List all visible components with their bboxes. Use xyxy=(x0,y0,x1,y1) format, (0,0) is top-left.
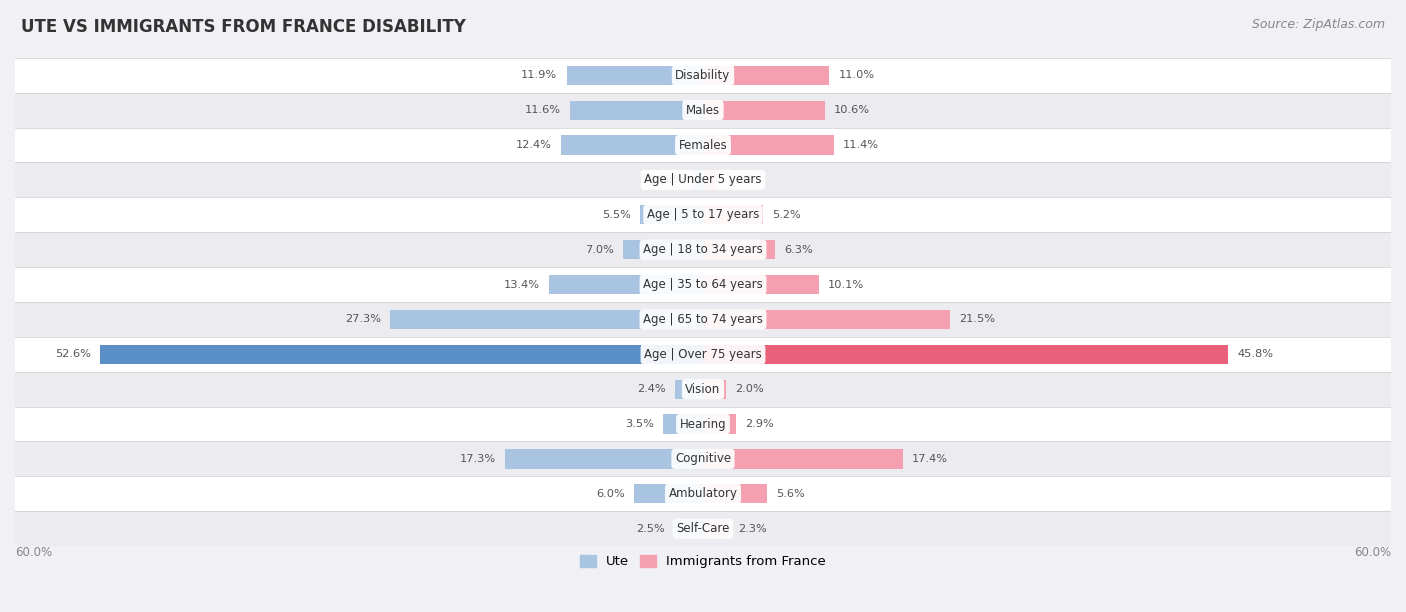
Bar xyxy=(15,337,1391,371)
Bar xyxy=(703,484,768,504)
Text: Self-Care: Self-Care xyxy=(676,522,730,535)
Bar xyxy=(550,275,703,294)
Bar xyxy=(15,406,1391,441)
Text: 2.5%: 2.5% xyxy=(637,524,665,534)
Bar xyxy=(389,310,703,329)
Text: 2.9%: 2.9% xyxy=(745,419,775,429)
Bar xyxy=(623,240,703,259)
Text: 60.0%: 60.0% xyxy=(1354,546,1391,559)
Text: 11.0%: 11.0% xyxy=(838,70,875,80)
Bar xyxy=(703,170,717,190)
Bar xyxy=(703,65,830,85)
Text: Age | Under 5 years: Age | Under 5 years xyxy=(644,173,762,187)
Text: 6.3%: 6.3% xyxy=(785,245,813,255)
Text: Age | 65 to 74 years: Age | 65 to 74 years xyxy=(643,313,763,326)
Text: Age | Over 75 years: Age | Over 75 years xyxy=(644,348,762,361)
Text: 3.5%: 3.5% xyxy=(624,419,654,429)
Text: 1.2%: 1.2% xyxy=(725,175,755,185)
Text: 5.6%: 5.6% xyxy=(776,489,806,499)
Text: 11.4%: 11.4% xyxy=(842,140,879,150)
Bar xyxy=(15,441,1391,476)
Text: 11.6%: 11.6% xyxy=(524,105,561,115)
Bar xyxy=(15,371,1391,406)
Bar xyxy=(693,170,703,190)
Bar xyxy=(100,345,703,364)
Text: Hearing: Hearing xyxy=(679,417,727,431)
Bar xyxy=(634,484,703,504)
Bar xyxy=(703,345,1229,364)
Text: UTE VS IMMIGRANTS FROM FRANCE DISABILITY: UTE VS IMMIGRANTS FROM FRANCE DISABILITY xyxy=(21,18,465,36)
Bar xyxy=(15,127,1391,162)
Text: 2.4%: 2.4% xyxy=(638,384,666,394)
Bar xyxy=(703,100,824,120)
Bar xyxy=(703,449,903,469)
Text: Cognitive: Cognitive xyxy=(675,452,731,466)
Text: 21.5%: 21.5% xyxy=(959,315,994,324)
Bar xyxy=(15,476,1391,511)
Text: 45.8%: 45.8% xyxy=(1237,349,1274,359)
Text: Vision: Vision xyxy=(685,382,721,396)
Bar xyxy=(703,519,730,539)
Text: Age | 35 to 64 years: Age | 35 to 64 years xyxy=(643,278,763,291)
Text: 11.9%: 11.9% xyxy=(522,70,557,80)
Bar xyxy=(675,519,703,539)
Bar xyxy=(561,135,703,155)
Bar xyxy=(662,414,703,434)
Text: 5.5%: 5.5% xyxy=(602,210,631,220)
Text: 10.6%: 10.6% xyxy=(834,105,870,115)
Bar xyxy=(15,511,1391,546)
Text: 6.0%: 6.0% xyxy=(596,489,626,499)
Text: 12.4%: 12.4% xyxy=(516,140,551,150)
Bar xyxy=(15,162,1391,197)
Text: 2.0%: 2.0% xyxy=(735,384,763,394)
Text: Males: Males xyxy=(686,103,720,117)
Text: 5.2%: 5.2% xyxy=(772,210,800,220)
Bar xyxy=(703,310,949,329)
Bar xyxy=(567,65,703,85)
Text: 17.4%: 17.4% xyxy=(911,454,948,464)
Bar xyxy=(703,379,725,399)
Text: Source: ZipAtlas.com: Source: ZipAtlas.com xyxy=(1251,18,1385,31)
Text: Age | 18 to 34 years: Age | 18 to 34 years xyxy=(643,243,763,256)
Text: 10.1%: 10.1% xyxy=(828,280,865,289)
Bar xyxy=(640,205,703,225)
Text: Age | 5 to 17 years: Age | 5 to 17 years xyxy=(647,208,759,222)
Text: 13.4%: 13.4% xyxy=(505,280,540,289)
Bar xyxy=(15,58,1391,92)
Bar xyxy=(703,414,737,434)
Text: 17.3%: 17.3% xyxy=(460,454,495,464)
Bar xyxy=(15,302,1391,337)
Text: Females: Females xyxy=(679,138,727,152)
Bar xyxy=(15,232,1391,267)
Bar xyxy=(703,135,834,155)
Legend: Ute, Immigrants from France: Ute, Immigrants from France xyxy=(575,550,831,573)
Bar xyxy=(703,240,775,259)
Bar xyxy=(569,100,703,120)
Bar xyxy=(15,267,1391,302)
Bar xyxy=(675,379,703,399)
Bar xyxy=(703,205,762,225)
Text: Ambulatory: Ambulatory xyxy=(668,487,738,501)
Bar xyxy=(15,197,1391,232)
Text: Disability: Disability xyxy=(675,69,731,82)
Text: 0.86%: 0.86% xyxy=(648,175,683,185)
Bar xyxy=(703,275,818,294)
Text: 60.0%: 60.0% xyxy=(15,546,52,559)
Text: 7.0%: 7.0% xyxy=(585,245,613,255)
Text: 2.3%: 2.3% xyxy=(738,524,768,534)
Text: 27.3%: 27.3% xyxy=(344,315,381,324)
Bar xyxy=(505,449,703,469)
Text: 52.6%: 52.6% xyxy=(55,349,90,359)
Bar xyxy=(15,92,1391,127)
